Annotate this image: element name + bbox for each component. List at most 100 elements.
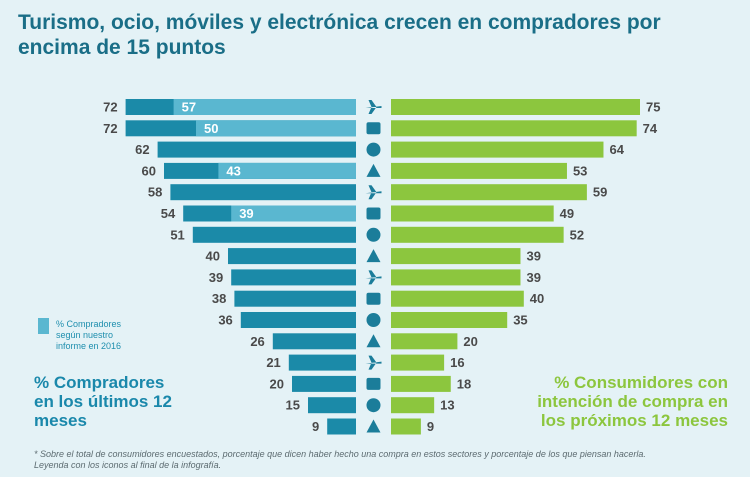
legend-swatch xyxy=(38,318,49,334)
bar-left xyxy=(170,184,356,201)
bar-left xyxy=(327,418,356,435)
bar-left xyxy=(234,290,356,307)
car-icon xyxy=(365,355,382,370)
bar-left xyxy=(288,354,356,371)
value-label-right: 39 xyxy=(526,249,540,264)
left-label-line: % Compradores xyxy=(34,373,165,392)
value-label-right: 75 xyxy=(646,100,660,115)
value-label-right: 74 xyxy=(643,121,658,136)
airplane-icon xyxy=(365,100,382,114)
value-label-left: 20 xyxy=(270,376,284,391)
value-label-right: 9 xyxy=(427,419,434,434)
value-label-left: 36 xyxy=(218,313,232,328)
bar-left xyxy=(240,312,356,328)
bar-right xyxy=(391,120,637,137)
bar-left xyxy=(228,248,356,265)
value-label-2016: 39 xyxy=(239,206,253,221)
clapperboard-icon xyxy=(366,122,381,135)
value-label-left: 21 xyxy=(266,355,280,370)
high-heel-icon xyxy=(365,185,382,200)
sofa-icon xyxy=(366,313,381,327)
bar-2016 xyxy=(196,120,356,137)
bar-right xyxy=(391,99,640,115)
value-label-right: 18 xyxy=(457,376,471,391)
smartphone-icon xyxy=(366,163,381,177)
value-label-left: 9 xyxy=(312,419,319,434)
left-series-label: % Compradores en los últimos 12 meses xyxy=(34,373,234,430)
dress-icon xyxy=(366,142,381,157)
bar-2016 xyxy=(173,99,356,115)
bar-right xyxy=(391,418,421,435)
value-label-left: 54 xyxy=(161,206,176,221)
bar-left xyxy=(308,397,356,414)
value-label-right: 59 xyxy=(593,185,607,200)
value-label-right: 40 xyxy=(530,291,544,306)
baby-icon xyxy=(366,377,381,390)
footnote-line: Leyenda con los iconos al final de la in… xyxy=(34,460,222,470)
right-label-line: los próximos 12 meses xyxy=(540,411,728,430)
legend-line: según nuestro xyxy=(56,330,114,340)
footnote-line: * Sobre el total de consumidores encuest… xyxy=(34,449,646,459)
value-label-left: 38 xyxy=(212,291,226,306)
graduation-cap-icon xyxy=(366,334,381,348)
bar-right xyxy=(391,184,587,201)
value-label-right: 39 xyxy=(526,270,540,285)
value-label-right: 64 xyxy=(609,142,624,157)
bar-2016 xyxy=(218,162,356,179)
bar-right xyxy=(391,312,508,328)
bar-left xyxy=(157,141,356,158)
value-label-right: 35 xyxy=(513,313,527,328)
value-label-2016: 57 xyxy=(182,100,196,115)
athlete-icon xyxy=(366,249,381,263)
bar-right xyxy=(391,226,564,243)
bar-right xyxy=(391,290,524,307)
bar-left xyxy=(192,226,356,243)
bar-right xyxy=(391,205,554,222)
bicycle-icon xyxy=(366,398,381,413)
value-label-2016: 43 xyxy=(226,163,240,178)
chart-title: Turismo, ocio, móviles y electrónica cre… xyxy=(18,10,738,60)
perfume-icon xyxy=(366,292,381,305)
right-label-line: intención de compra en xyxy=(537,392,728,411)
value-label-left: 39 xyxy=(209,270,223,285)
value-label-left: 72 xyxy=(103,100,117,115)
bar-left xyxy=(292,375,356,392)
value-label-right: 16 xyxy=(450,355,464,370)
bar-right xyxy=(391,397,435,414)
bar-right xyxy=(391,248,521,265)
bar-left xyxy=(272,333,356,350)
footnote: * Sobre el total de consumidores encuest… xyxy=(34,449,734,471)
value-label-right: 53 xyxy=(573,163,587,178)
right-label-line: % Consumidores con xyxy=(554,373,728,392)
title-line-1: Turismo, ocio, móviles y electrónica cre… xyxy=(18,11,661,34)
value-label-left: 62 xyxy=(135,142,149,157)
value-label-right: 20 xyxy=(463,334,477,349)
value-label-left: 72 xyxy=(103,121,117,136)
bar-right xyxy=(391,354,445,371)
value-label-left: 58 xyxy=(148,185,162,200)
value-label-2016: 50 xyxy=(204,121,218,136)
value-label-right: 49 xyxy=(560,206,574,221)
legend-line: % Compradores xyxy=(56,319,122,329)
value-label-left: 60 xyxy=(142,163,156,178)
value-label-left: 51 xyxy=(170,227,184,242)
motorbike-icon xyxy=(366,419,381,433)
bar-left xyxy=(231,269,356,286)
bar-2016 xyxy=(231,205,356,222)
value-label-right: 13 xyxy=(440,398,454,413)
bar-right xyxy=(391,375,451,392)
left-label-line: en los últimos 12 xyxy=(34,392,172,411)
bar-right xyxy=(391,333,458,350)
bar-right xyxy=(391,162,567,179)
heart-hand-icon xyxy=(366,227,381,242)
value-label-right: 52 xyxy=(570,227,584,242)
teddy-bear-icon xyxy=(365,270,382,285)
computer-icon xyxy=(366,207,381,220)
value-label-left: 15 xyxy=(286,398,300,413)
value-label-left: 26 xyxy=(250,334,264,349)
left-label-line: meses xyxy=(34,411,87,430)
value-label-left: 40 xyxy=(206,249,220,264)
legend-line: informe en 2016 xyxy=(56,341,122,351)
legend-2016: % Compradores según nuestro informe en 2… xyxy=(56,319,166,352)
